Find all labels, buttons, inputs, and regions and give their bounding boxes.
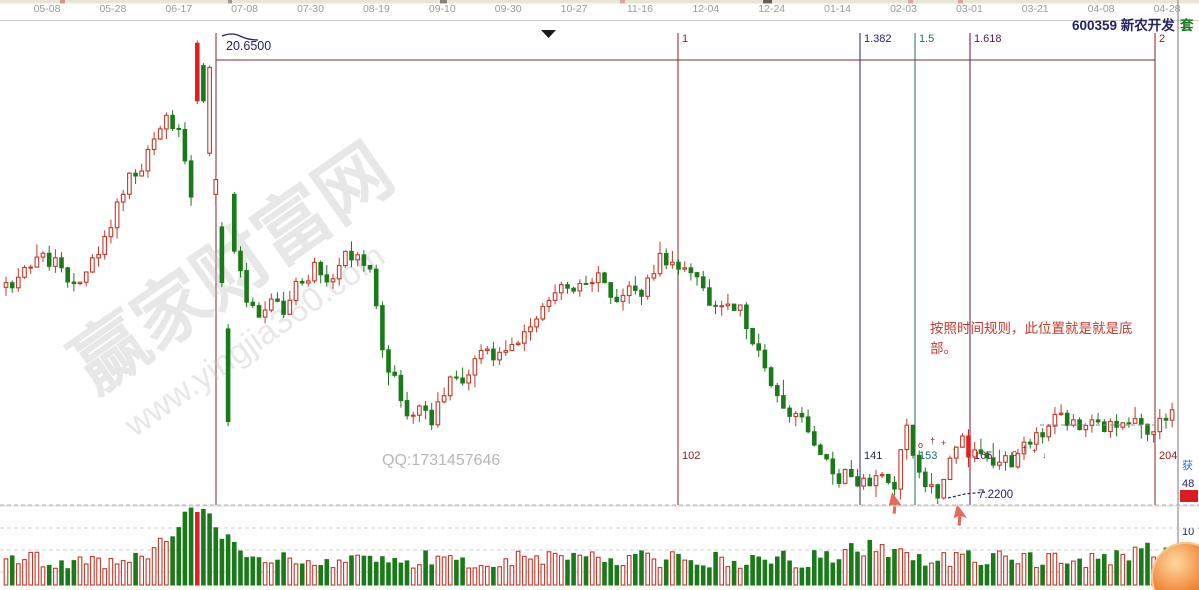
svg-text:↓: ↓ <box>1042 450 1047 460</box>
svg-text:†: † <box>1022 444 1027 454</box>
svg-text:600359 新农开发: 600359 新农开发 <box>1072 17 1175 33</box>
svg-text:12-24: 12-24 <box>758 3 785 15</box>
svg-text:06-17: 06-17 <box>165 3 192 15</box>
svg-text:20.6500: 20.6500 <box>226 39 271 53</box>
svg-text:套: 套 <box>1180 17 1194 33</box>
svg-text:102: 102 <box>682 450 700 462</box>
svg-text:03-21: 03-21 <box>1022 3 1049 15</box>
svg-text:按照时间规则，此位置就是就是底: 按照时间规则，此位置就是就是底 <box>930 321 1133 336</box>
svg-text:获: 获 <box>1182 459 1193 472</box>
svg-text:10-27: 10-27 <box>561 3 588 15</box>
svg-text:+: + <box>941 438 946 448</box>
svg-text:04-28: 04-28 <box>1154 3 1181 15</box>
svg-text:05-28: 05-28 <box>99 3 126 15</box>
svg-text:2: 2 <box>1159 33 1165 45</box>
svg-text:03-01: 03-01 <box>956 3 983 15</box>
svg-text:02-03: 02-03 <box>890 3 917 15</box>
svg-text:部。: 部。 <box>930 341 957 356</box>
svg-text:01-14: 01-14 <box>824 3 851 15</box>
svg-text:↓: ↓ <box>952 442 957 452</box>
svg-text:08-19: 08-19 <box>363 3 390 15</box>
svg-text:1.5: 1.5 <box>919 33 934 45</box>
svg-text:04-08: 04-08 <box>1088 3 1115 15</box>
svg-text:141: 141 <box>864 450 882 462</box>
svg-text:48: 48 <box>1182 478 1194 490</box>
svg-text:o: o <box>1012 448 1017 458</box>
svg-text:05-08: 05-08 <box>34 3 61 15</box>
svg-text:1: 1 <box>682 33 688 45</box>
svg-text:+: + <box>1032 446 1037 456</box>
svg-text:12-04: 12-04 <box>692 3 719 15</box>
svg-text:07-30: 07-30 <box>297 3 324 15</box>
svg-text:09-10: 09-10 <box>429 3 456 15</box>
svg-text:QQ:1731457646: QQ:1731457646 <box>382 452 500 469</box>
svg-text:1.382: 1.382 <box>864 33 892 45</box>
svg-text:o: o <box>918 440 923 450</box>
svg-text:7.2200: 7.2200 <box>978 489 1013 501</box>
svg-text:11-16: 11-16 <box>627 3 653 15</box>
svg-text:204: 204 <box>1159 450 1177 462</box>
svg-text:09-30: 09-30 <box>495 3 522 15</box>
svg-text:1.618: 1.618 <box>974 33 1002 45</box>
svg-text:07-08: 07-08 <box>231 3 258 15</box>
svg-text:153: 153 <box>919 450 937 462</box>
svg-text:†: † <box>930 436 935 446</box>
